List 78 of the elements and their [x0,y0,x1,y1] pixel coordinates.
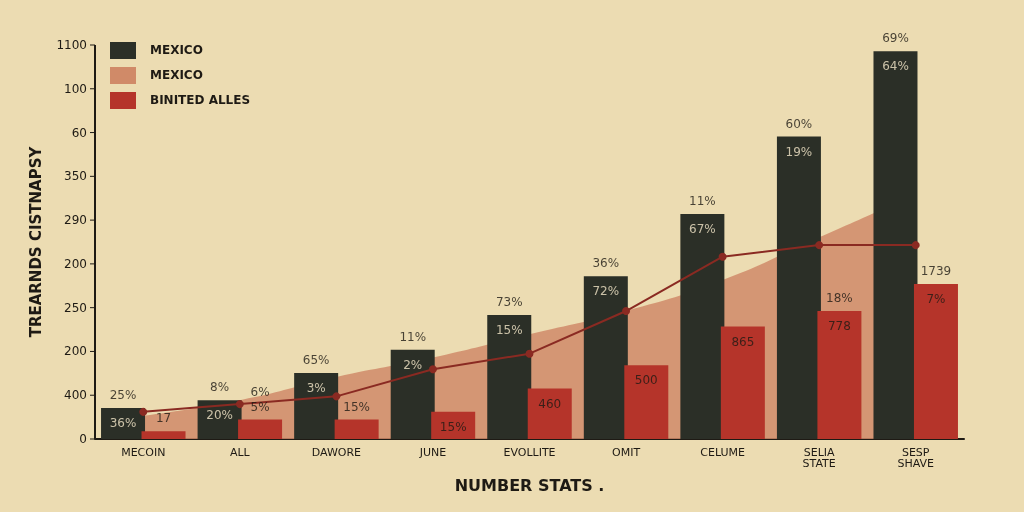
annotation: 69% [882,31,909,46]
bar [720,326,765,439]
point [235,400,244,409]
annotation: 500 [634,373,658,388]
annotation: 18% [826,291,853,306]
x-tick-label: OMIT [611,446,641,459]
annotation: 2% [403,357,423,372]
text: 100 [64,81,87,96]
point [622,307,631,316]
bar [680,214,725,439]
text: 0 [79,432,87,446]
point [718,252,727,261]
y-axis-title: TREARNDS CISTNAPSY [27,145,45,338]
bar [817,311,862,439]
bar [334,419,379,439]
legend-label: BINITED ALLES [150,93,251,107]
x-tick-label: JUNE [418,446,447,459]
text: 350 [64,169,87,184]
x-axis-title: NUMBER STATS . [454,475,605,495]
annotation: 15% [495,322,523,337]
bar [776,136,821,439]
x-tick-label: ALL [229,446,251,459]
text: 250 [64,300,87,315]
annotation: 67% [689,222,716,237]
annotation: 8% [210,380,230,395]
text: 60 [71,125,87,140]
bar [294,373,339,439]
annotation: 7% [926,291,946,306]
point [139,407,148,416]
bar [873,51,918,439]
point [332,392,341,401]
annotation: 778 [827,319,851,334]
annotation: 25% [109,387,137,402]
annotation: 5% [250,399,270,414]
x-tick-label: MECOIN [121,446,166,459]
point [815,241,824,250]
x-tick-label: CELUME [700,446,746,459]
x-tick-label: SESP SHAVE [897,446,935,470]
point [525,349,534,358]
annotation: 60% [785,116,813,131]
text: 200 [64,344,87,359]
text: 1100 [56,38,87,52]
bar [527,388,572,439]
annotation: 11% [689,194,716,209]
annotation: 1739 [920,263,952,278]
legend-label: MEXICO [150,43,203,57]
text: 290 [64,213,87,228]
point [428,365,437,374]
bar [238,419,283,439]
bar [913,283,958,439]
text: 400 [64,388,87,403]
annotation: 65% [302,353,330,368]
annotation: 865 [731,334,755,349]
bar [390,349,435,439]
annotation: 460 [538,396,562,411]
x-tick-label: EVOLLITE [503,446,556,459]
annotation: 15% [439,419,467,434]
annotation: 64% [882,59,909,74]
bar [487,314,532,439]
annotation: 36% [109,415,137,430]
point [911,241,920,250]
x-tick-label: DAWORE [311,446,362,459]
text: 200 [64,256,87,271]
annotation: 20% [206,408,233,423]
legend-label: MEXICO [150,68,203,82]
bar [141,431,186,439]
annotation: 6% [250,384,270,399]
annotation: 3% [306,381,326,396]
annotation: 11% [399,329,427,344]
bar [583,276,628,439]
annotation: 36% [592,256,620,271]
annotation: 19% [785,144,813,159]
annotation: 73% [495,294,523,309]
bar [624,365,669,439]
annotation: 72% [592,284,620,299]
annotation: 15% [343,399,370,414]
annotation: 17 [155,411,172,426]
x-tick-label: SELIA STATE [802,446,836,470]
